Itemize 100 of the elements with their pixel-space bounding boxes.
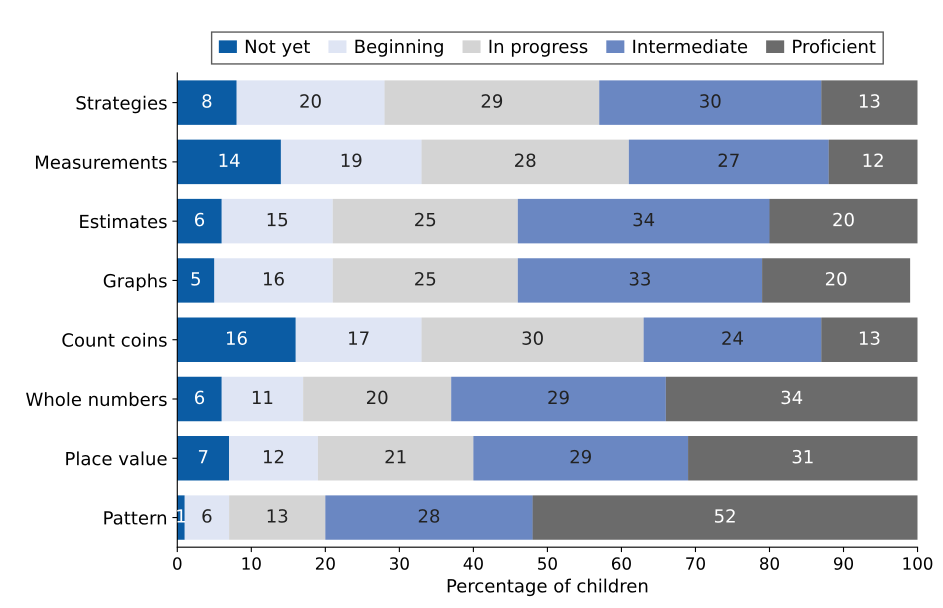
bar bbox=[236, 80, 385, 125]
data-label: 31 bbox=[792, 450, 813, 464]
data-label: 27 bbox=[718, 153, 739, 167]
bar bbox=[177, 258, 214, 303]
data-label: 29 bbox=[548, 390, 569, 404]
data-label: 52 bbox=[714, 509, 735, 523]
x-tick-label: 20 bbox=[316, 557, 335, 570]
x-tick-label: 70 bbox=[686, 557, 705, 570]
y-tick-label: Estimates bbox=[80, 214, 167, 228]
bar bbox=[451, 376, 666, 422]
x-tick-label: 60 bbox=[612, 557, 631, 570]
legend-label: Proficient bbox=[793, 39, 876, 54]
data-label: 29 bbox=[570, 450, 591, 464]
x-tick-label: 50 bbox=[538, 557, 557, 570]
bar bbox=[296, 317, 422, 362]
data-label: 28 bbox=[515, 153, 536, 168]
legend-label: Not yet bbox=[246, 40, 310, 57]
data-label: 20 bbox=[366, 390, 388, 404]
data-label: 28 bbox=[418, 509, 440, 523]
bar bbox=[422, 140, 629, 184]
data-label: 14 bbox=[220, 154, 240, 167]
data-label: 11 bbox=[252, 390, 272, 404]
bar bbox=[769, 198, 918, 244]
data-label: 25 bbox=[415, 272, 436, 286]
bar bbox=[688, 436, 918, 481]
data-label: 6 bbox=[195, 390, 204, 404]
y-tick-label: Pattern bbox=[104, 511, 166, 525]
data-label: 33 bbox=[630, 272, 650, 286]
data-label: 8 bbox=[202, 94, 212, 108]
bar bbox=[177, 436, 230, 481]
data-label: 6 bbox=[195, 212, 204, 226]
data-label: 12 bbox=[864, 153, 883, 167]
data-label: 20 bbox=[826, 272, 846, 286]
bar bbox=[177, 317, 296, 362]
x-axis-title: Percentage of children bbox=[448, 578, 648, 596]
bar bbox=[184, 495, 230, 540]
x-tick-label: 90 bbox=[834, 557, 854, 570]
legend-label: Beginning bbox=[355, 39, 443, 57]
data-label: 20 bbox=[300, 94, 321, 108]
bar bbox=[214, 258, 333, 303]
data-label: 15 bbox=[268, 212, 288, 226]
x-tick-label: 100 bbox=[903, 557, 932, 570]
data-label: 16 bbox=[227, 331, 247, 345]
bar bbox=[628, 140, 829, 184]
bar bbox=[384, 80, 600, 125]
y-tick-label: Place value bbox=[66, 451, 167, 466]
bar bbox=[177, 140, 281, 184]
data-label: 7 bbox=[198, 450, 208, 464]
bar bbox=[332, 258, 518, 303]
bar bbox=[518, 198, 770, 244]
y-tick-label: Whole numbers bbox=[26, 392, 167, 406]
bar bbox=[177, 80, 237, 125]
bar bbox=[325, 495, 533, 540]
bar bbox=[644, 317, 822, 362]
data-label: 13 bbox=[860, 94, 880, 108]
bar bbox=[762, 258, 910, 303]
y-tick-label: Measurements bbox=[36, 156, 167, 169]
x-tick-label: 30 bbox=[390, 557, 409, 570]
data-label: 13 bbox=[268, 509, 288, 523]
data-label: 30 bbox=[700, 94, 721, 108]
bar bbox=[177, 198, 222, 244]
bar bbox=[532, 495, 918, 540]
bar bbox=[422, 317, 644, 362]
bar bbox=[280, 140, 422, 184]
data-label: 5 bbox=[191, 272, 200, 286]
bar bbox=[177, 376, 222, 422]
data-label: 20 bbox=[833, 212, 854, 226]
bar bbox=[332, 198, 518, 244]
bar bbox=[821, 80, 918, 125]
bar bbox=[599, 80, 822, 125]
legend-label: Intermediate bbox=[633, 39, 748, 54]
bar bbox=[666, 376, 918, 422]
bar bbox=[821, 317, 918, 362]
bar bbox=[222, 376, 304, 422]
data-label: 34 bbox=[782, 390, 802, 404]
x-tick-label: 10 bbox=[242, 557, 261, 570]
bar bbox=[229, 436, 318, 481]
bar bbox=[473, 436, 688, 481]
x-tick-label: 80 bbox=[760, 557, 779, 570]
data-label: 16 bbox=[264, 272, 284, 286]
bar bbox=[229, 495, 326, 540]
data-label: 30 bbox=[522, 331, 543, 345]
x-tick-label: 0 bbox=[173, 557, 182, 570]
bar bbox=[303, 376, 452, 422]
x-tick-label: 40 bbox=[464, 557, 483, 570]
data-label: 21 bbox=[385, 450, 406, 464]
data-label: 24 bbox=[722, 331, 743, 345]
y-tick-label: Graphs bbox=[104, 274, 167, 292]
bar bbox=[222, 198, 333, 244]
bar bbox=[518, 258, 762, 303]
bar bbox=[828, 140, 918, 184]
data-label: 19 bbox=[342, 153, 362, 168]
y-tick-label: Strategies bbox=[76, 96, 167, 114]
legend-label: In progress bbox=[490, 40, 588, 57]
data-label: 13 bbox=[860, 331, 880, 345]
data-label: 17 bbox=[349, 332, 369, 345]
bar bbox=[318, 436, 474, 481]
y-tick-label: Count coins bbox=[62, 332, 167, 347]
data-label: 34 bbox=[634, 212, 654, 226]
data-label: 12 bbox=[264, 450, 284, 464]
